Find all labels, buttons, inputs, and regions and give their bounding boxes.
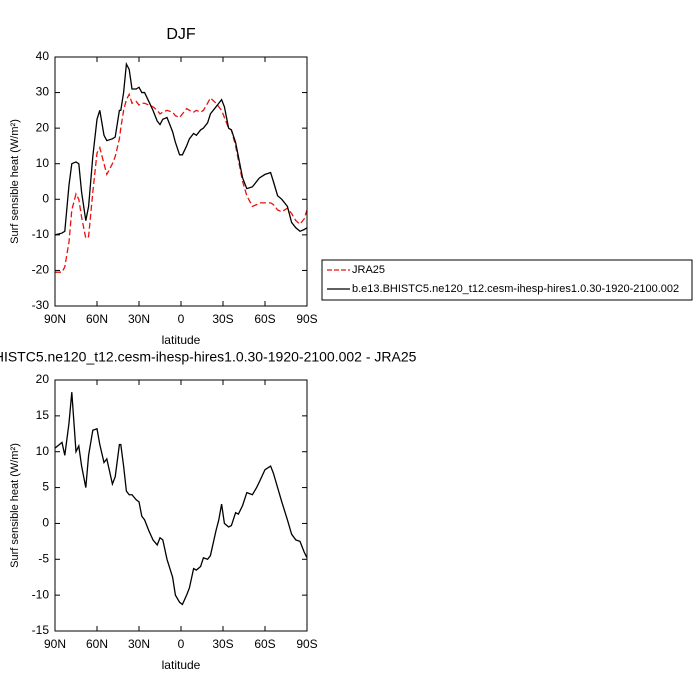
x-tick-label: 60S xyxy=(254,312,275,326)
chart-title: DJF xyxy=(166,26,196,43)
y-tick-label: 20 xyxy=(36,372,50,386)
plot-frame xyxy=(54,56,308,307)
x-tick-label: 90N xyxy=(44,637,66,651)
data-line xyxy=(55,92,308,273)
x-tick-label: 0 xyxy=(178,312,185,326)
x-tick-label: 0 xyxy=(178,637,185,651)
y-tick-label: -10 xyxy=(32,587,50,601)
y-tick-label: -15 xyxy=(32,623,50,637)
x-tick-label: 60N xyxy=(86,637,108,651)
x-tick-label: 30N xyxy=(128,637,150,651)
x-tick-label: 90N xyxy=(44,312,66,326)
x-tick-label: 90S xyxy=(296,637,317,651)
legend-label: b.e13.BHISTC5.ne120_t12.cesm-ihesp-hires… xyxy=(352,283,679,295)
x-tick-label: 30S xyxy=(212,637,233,651)
x-tick-label: 30S xyxy=(212,312,233,326)
y-tick-label: 20 xyxy=(36,120,50,134)
y-axis-label: Surf sensible heat (W/m²) xyxy=(9,443,21,568)
y-tick-label: 0 xyxy=(42,191,49,205)
legend-label: JRA25 xyxy=(352,264,385,276)
y-tick-label: 10 xyxy=(36,444,50,458)
x-axis-label: latitude xyxy=(162,333,201,347)
x-tick-label: 90S xyxy=(296,312,317,326)
y-tick-label: -5 xyxy=(38,551,49,565)
plot-frame xyxy=(54,379,308,632)
chart-title: b.e13.BHISTC5.ne120_t12.cesm-ihesp-hires… xyxy=(0,349,417,365)
y-tick-label: 30 xyxy=(36,85,50,99)
y-tick-label: -20 xyxy=(32,263,50,277)
y-tick-label: -10 xyxy=(32,227,50,241)
y-tick-label: 0 xyxy=(42,516,49,530)
x-tick-label: 60N xyxy=(86,312,108,326)
data-line xyxy=(54,61,308,236)
x-tick-label: 60S xyxy=(254,637,275,651)
data-line xyxy=(54,392,308,606)
y-tick-label: 5 xyxy=(42,480,49,494)
x-axis-label: latitude xyxy=(162,658,201,672)
x-tick-label: 30N xyxy=(128,312,150,326)
y-tick-label: -30 xyxy=(32,298,50,312)
y-tick-label: 15 xyxy=(36,408,50,422)
y-axis-label: Surf sensible heat (W/m²) xyxy=(9,119,21,244)
y-tick-label: 40 xyxy=(36,49,50,63)
y-tick-label: 10 xyxy=(36,156,50,170)
legend-box xyxy=(321,259,693,301)
